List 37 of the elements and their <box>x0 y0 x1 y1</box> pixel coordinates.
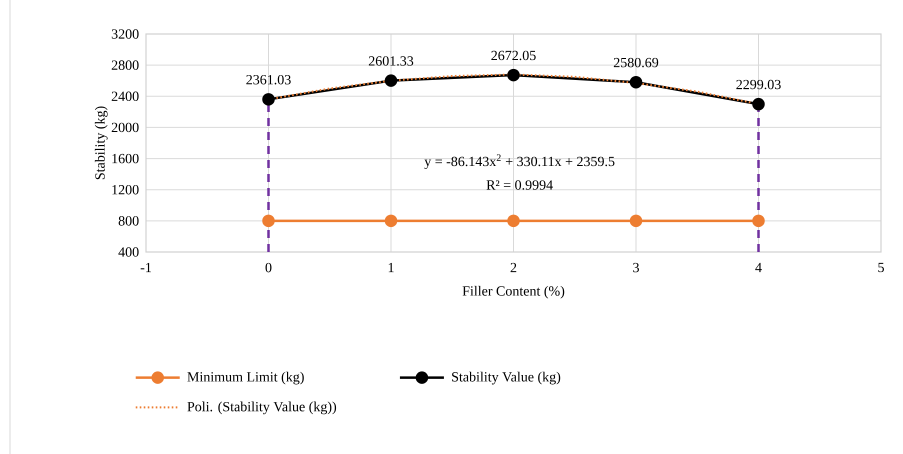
point <box>384 74 398 87</box>
y-tick-label: 2000 <box>112 122 139 132</box>
y-tick-label: 2800 <box>112 60 139 70</box>
y-axis-title: Stability (kg) <box>94 106 108 180</box>
legend-label: Poli. (Stability Value (kg)) <box>187 402 336 414</box>
point <box>630 76 642 88</box>
y-tick-label: 3200 <box>112 29 139 39</box>
x-tick-label: 2 <box>510 262 516 272</box>
point <box>262 214 275 228</box>
annotation: R² = 0.9994 <box>486 180 553 190</box>
y-tick-label: 1600 <box>112 154 139 164</box>
y-tick-label: 2400 <box>112 92 139 102</box>
legend-label: Stability Value (kg) <box>452 372 560 384</box>
x-tick-label: 5 <box>878 262 884 272</box>
point <box>752 98 765 110</box>
data-label: 2672.05 <box>491 50 536 60</box>
x-axis-title: Filler Content (%) <box>462 286 564 299</box>
data-label: 2601.33 <box>368 56 414 66</box>
point <box>262 93 275 106</box>
point <box>507 214 520 228</box>
data-label: 2299.03 <box>736 80 781 90</box>
annotation: y = -86.143x$^{2}$ + 330.11x + 2359.5 <box>424 154 614 170</box>
y-tick-label: 800 <box>118 216 139 226</box>
x-tick-label: 1 <box>388 262 394 272</box>
point <box>630 214 642 228</box>
data-label: 2361.03 <box>246 74 291 84</box>
x-tick-label: 0 <box>266 262 272 272</box>
legend-label: Minimum Limit (kg) <box>187 372 304 384</box>
point <box>507 68 520 82</box>
x-tick-label: 3 <box>633 262 639 272</box>
y-tick-label: 400 <box>118 247 139 257</box>
y-tick-label: 1200 <box>112 184 139 194</box>
point <box>752 214 765 228</box>
data-label: 2580.69 <box>614 58 658 68</box>
point <box>384 214 398 228</box>
x-tick-label: 4 <box>755 262 762 272</box>
x-tick-label: -1 <box>140 262 151 272</box>
